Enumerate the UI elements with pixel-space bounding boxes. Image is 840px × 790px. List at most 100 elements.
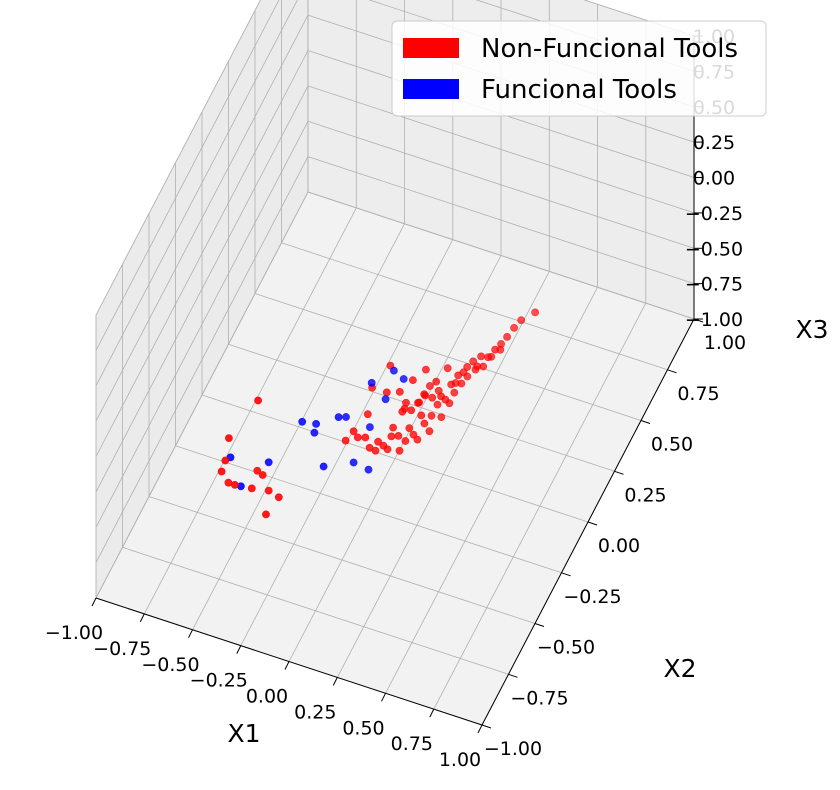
- point-non-functional: [409, 430, 418, 439]
- x-tick-label: −1.00: [45, 622, 103, 644]
- point-non-functional: [221, 456, 230, 465]
- grid-line: [385, 287, 598, 694]
- point-functional: [334, 413, 343, 421]
- legend-label-functional: Funcional Tools: [481, 75, 677, 105]
- point-non-functional: [421, 365, 430, 374]
- point-functional: [298, 417, 307, 426]
- point-non-functional: [398, 407, 407, 416]
- point-non-functional: [401, 437, 410, 445]
- point-functional: [319, 462, 328, 471]
- point-non-functional: [463, 372, 472, 381]
- point-functional: [364, 465, 373, 474]
- y-tick: [534, 623, 545, 627]
- x-tick: [91, 597, 97, 607]
- legend-frame: [391, 20, 767, 117]
- point-non-functional: [394, 431, 403, 440]
- y-axis-title: X2: [663, 654, 696, 683]
- z-tick-label: −1.00: [685, 309, 743, 331]
- grid-line: [95, 0, 261, 316]
- point-non-functional: [454, 371, 463, 380]
- point-non-functional: [254, 396, 262, 405]
- x-tick: [332, 677, 338, 686]
- point-functional: [310, 428, 319, 437]
- grid-line: [95, 14, 309, 422]
- y-tick: [481, 724, 492, 729]
- legend-label-non-functional: Non-Funcional Tools: [481, 34, 738, 64]
- point-non-functional: [484, 353, 492, 362]
- x-tick-label: 1.00: [439, 749, 481, 771]
- point-non-functional: [349, 427, 358, 436]
- point-non-functional: [463, 363, 472, 371]
- point-non-functional: [262, 510, 270, 519]
- y-tick: [693, 318, 704, 323]
- point-non-functional: [374, 437, 382, 446]
- point-functional: [342, 413, 350, 421]
- grid-line: [201, 394, 589, 523]
- point-non-functional: [503, 332, 511, 341]
- point-functional: [312, 419, 320, 428]
- point-non-functional: [477, 352, 485, 361]
- point-non-functional: [230, 480, 239, 489]
- point-non-functional: [417, 411, 426, 420]
- point-non-functional: [217, 467, 226, 476]
- grid-line: [228, 343, 615, 472]
- y-tick: [640, 420, 651, 424]
- point-non-functional: [437, 392, 445, 401]
- y-tick: [587, 521, 598, 526]
- point-non-functional: [531, 308, 539, 317]
- x-tick: [429, 708, 435, 718]
- grid-line: [95, 50, 309, 457]
- grid-line: [254, 293, 642, 421]
- legend-swatch-functional: [403, 79, 459, 99]
- point-functional: [389, 366, 398, 375]
- point-non-functional: [408, 376, 417, 384]
- grid-line: [281, 242, 668, 371]
- z-tick-label: −0.75: [685, 274, 743, 296]
- legend-swatch-non-functional: [403, 38, 459, 58]
- grid-line: [307, 191, 695, 320]
- point-non-functional: [341, 436, 350, 445]
- y-tick: [667, 369, 677, 374]
- x-tick: [188, 629, 193, 639]
- point-non-functional: [387, 432, 396, 441]
- point-non-functional: [405, 424, 414, 432]
- x-tick: [236, 645, 242, 654]
- point-non-functional: [395, 387, 404, 396]
- point-non-functional: [420, 419, 429, 428]
- x-tick-label: −0.25: [190, 670, 248, 692]
- point-non-functional: [258, 471, 267, 479]
- point-non-functional: [379, 441, 388, 450]
- point-functional: [381, 395, 390, 404]
- x-tick-label: 0.50: [342, 717, 384, 739]
- point-non-functional: [224, 478, 233, 487]
- point-non-functional: [253, 466, 262, 475]
- grid-line: [95, 0, 280, 351]
- x-tick-label: 0.25: [294, 701, 336, 723]
- x-tick-label: 0.00: [246, 686, 288, 708]
- z-tick-label: 0.25: [693, 132, 735, 154]
- grid-lines: [95, 0, 695, 726]
- point-non-functional: [443, 364, 452, 373]
- x-tick: [139, 613, 145, 623]
- point-non-functional: [395, 446, 404, 455]
- z-tick-label: −0.25: [685, 203, 743, 225]
- y-tick-label: 0.50: [651, 434, 693, 456]
- y-tick-label: −1.00: [484, 738, 542, 760]
- point-non-functional: [363, 410, 372, 419]
- point-functional: [365, 423, 374, 431]
- y-tick-label: −0.75: [510, 687, 568, 709]
- x-tick-label: 0.75: [391, 733, 433, 755]
- point-non-functional: [428, 393, 437, 402]
- point-non-functional: [450, 388, 459, 397]
- point-non-functional: [274, 493, 283, 502]
- point-functional: [349, 458, 358, 467]
- z-axis-title: X3: [795, 315, 828, 344]
- x-tick: [381, 693, 386, 702]
- grid-line: [95, 0, 298, 386]
- y-tick-label: 0.75: [677, 383, 719, 405]
- y-tick-label: 1.00: [704, 332, 746, 354]
- grid-line: [433, 302, 647, 710]
- point-non-functional: [432, 377, 441, 386]
- z-tick-label: −0.50: [685, 238, 743, 260]
- point-non-functional: [497, 340, 505, 348]
